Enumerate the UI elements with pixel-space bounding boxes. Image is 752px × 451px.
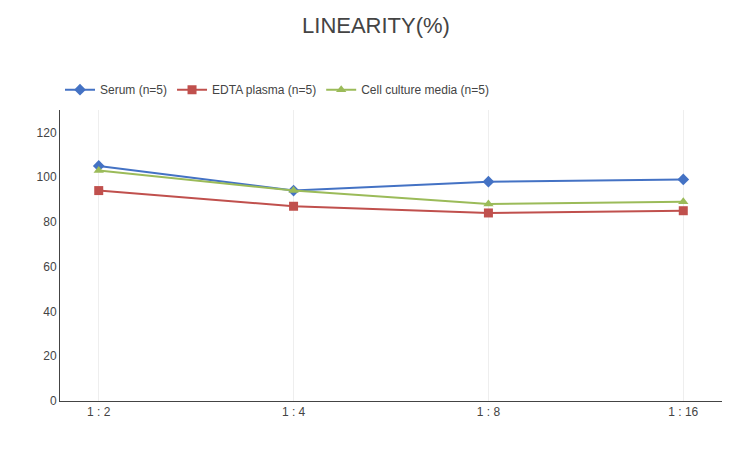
- svg-text:1 : 4: 1 : 4: [282, 405, 306, 419]
- svg-text:1 : 16: 1 : 16: [668, 405, 698, 419]
- svg-text:Cell culture media (n=5): Cell culture media (n=5): [361, 83, 489, 97]
- svg-text:80: 80: [43, 215, 57, 229]
- svg-text:40: 40: [43, 305, 57, 319]
- svg-text:1 : 2: 1 : 2: [87, 405, 111, 419]
- svg-text:20: 20: [43, 349, 57, 363]
- svg-text:100: 100: [37, 170, 57, 184]
- svg-text:1 : 8: 1 : 8: [477, 405, 501, 419]
- svg-text:0: 0: [50, 394, 57, 408]
- svg-text:120: 120: [37, 126, 57, 140]
- svg-text:LINEARITY(%): LINEARITY(%): [302, 13, 450, 38]
- svg-text:60: 60: [43, 260, 57, 274]
- svg-text:EDTA plasma (n=5): EDTA plasma (n=5): [212, 83, 316, 97]
- svg-text:Serum (n=5): Serum (n=5): [100, 83, 167, 97]
